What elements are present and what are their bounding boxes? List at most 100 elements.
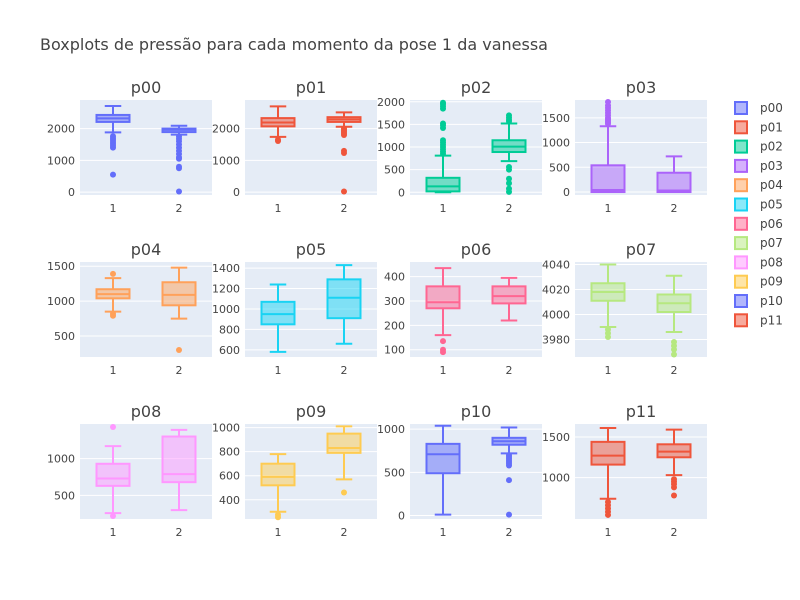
subplot-p04: p04 500 1000 1500 1 2 [47,240,212,377]
box-p00-1[interactable] [95,105,131,178]
y-tick-label: 0 [68,186,75,199]
box-iqr [590,440,626,466]
y-tick-label: 1200 [212,283,240,296]
outlier-point [506,188,512,195]
x-tick-label: 2 [506,364,513,377]
x-tick-label: 1 [440,202,447,215]
y-tick-label: 1000 [377,141,405,154]
box-p01-2[interactable] [326,111,362,195]
legend-item-p01[interactable]: p01 [734,120,783,135]
subplot-title: p09 [296,402,327,421]
x-tick-label: 1 [110,202,117,215]
outlier-point [341,150,347,157]
legend-item-p08[interactable]: p08 [734,255,783,270]
box-p00-2[interactable] [161,124,197,195]
box-p05-1[interactable] [260,283,296,353]
legend-item-p07[interactable]: p07 [734,236,783,251]
legend-swatch [734,236,748,251]
box-p06-1[interactable] [425,267,461,356]
subplot-title: p06 [461,240,492,259]
outlier-point [176,188,182,195]
x-tick-label: 1 [110,364,117,377]
subplot-p00: p00 0 1000 2000 1 2 [47,78,212,215]
box-p04-1[interactable] [95,270,131,319]
box-p02-1[interactable] [425,99,461,194]
legend-swatch [734,197,748,212]
legend-label: p01 [760,120,783,134]
subplot-p06: p06 100 200 300 400 1 2 [384,240,542,377]
y-tick-label: 500 [384,466,405,479]
box-p08-1[interactable] [95,423,131,520]
x-tick-label: 1 [605,364,612,377]
legend-item-p05[interactable]: p05 [734,197,783,212]
legend-item-p11[interactable]: p11 [734,313,783,328]
box-p02-2[interactable] [491,112,527,195]
subplot-title: p10 [461,402,492,421]
box-iqr [425,442,461,475]
legend[interactable]: p00 p01 p02 p03 p04 p05 p06 p07 p08 p09 p10 p11 [734,101,783,328]
legend-item-p02[interactable]: p02 [734,139,783,154]
subplot-p03: p03 0 500 1000 1500 1 2 [542,78,707,215]
outlier-point [176,165,182,172]
y-tick-label: 500 [54,489,75,502]
outlier-point [341,188,347,195]
legend-swatch [734,139,748,154]
outlier-point [506,477,512,484]
box-p09-2[interactable] [326,425,362,496]
box-p11-1[interactable] [590,427,626,518]
legend-item-p10[interactable]: p10 [734,294,783,308]
outlier-point [506,118,512,125]
box-iqr [491,285,527,305]
y-tick-label: 800 [219,446,240,459]
legend-label: p04 [760,178,783,192]
y-tick-label: 500 [54,330,75,343]
x-tick-label: 2 [341,364,348,377]
box-p07-2[interactable] [656,274,692,358]
outlier-point [275,137,281,144]
legend-item-p09[interactable]: p09 [734,274,783,289]
legend-swatch [734,158,748,173]
box-p06-2[interactable] [491,276,527,322]
y-tick-label: 1500 [542,431,570,444]
x-tick-label: 1 [605,526,612,539]
legend-label: p10 [760,294,783,308]
box-p11-2[interactable] [656,428,692,499]
box-p04-2[interactable] [161,266,197,354]
y-tick-label: 3980 [542,334,570,347]
outlier-point [110,312,116,319]
y-tick-label: 400 [219,494,240,507]
x-tick-label: 1 [275,202,282,215]
box-p10-2[interactable] [491,426,527,518]
outlier-point [605,511,611,518]
y-tick-label: 1000 [47,154,75,167]
legend-label: p07 [760,236,783,250]
box-p03-2[interactable] [656,155,692,194]
legend-label: p00 [760,101,783,115]
y-tick-label: 4020 [542,284,570,297]
subplot-title: p08 [131,402,162,421]
y-tick-label: 600 [219,344,240,357]
plot-area [410,262,542,357]
box-iqr [260,300,296,326]
box-p05-2[interactable] [326,264,362,345]
legend-item-p06[interactable]: p06 [734,216,783,231]
box-p09-1[interactable] [260,453,296,521]
y-tick-label: 1000 [47,453,75,466]
box-p03-1[interactable] [590,98,626,194]
box-p08-2[interactable] [161,428,197,512]
legend-label: p06 [760,217,783,231]
outlier-point [440,150,446,157]
box-iqr [656,171,692,194]
legend-item-p00[interactable]: p00 [734,101,783,115]
legend-item-p03[interactable]: p03 [734,158,783,173]
y-tick-label: 2000 [212,123,240,136]
legend-item-p04[interactable]: p04 [734,178,783,193]
subplot-title: p07 [626,240,657,259]
box-p10-1[interactable] [425,424,461,516]
y-tick-label: 1000 [212,154,240,167]
box-p01-1[interactable] [260,105,296,144]
outlier-point [440,338,446,345]
x-tick-label: 1 [110,526,117,539]
box-p07-1[interactable] [590,263,626,341]
x-tick-label: 2 [506,526,513,539]
